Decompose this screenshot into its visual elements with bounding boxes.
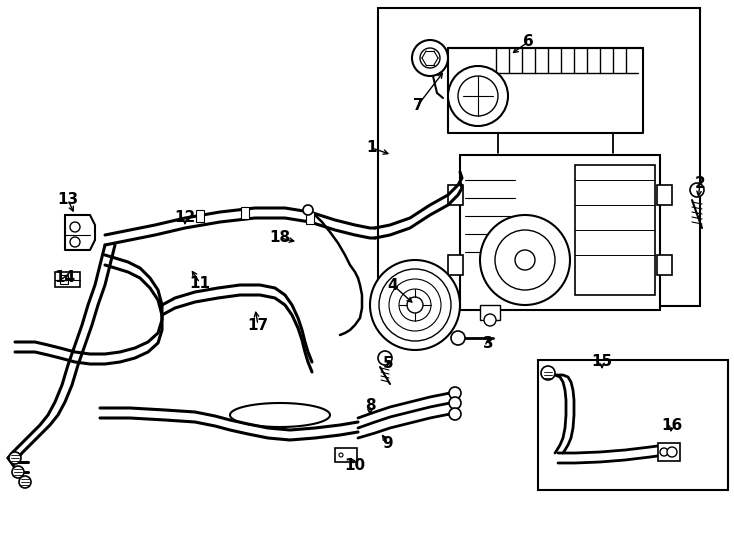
Circle shape bbox=[70, 237, 80, 247]
Text: 18: 18 bbox=[269, 231, 291, 246]
Bar bbox=[657, 255, 672, 275]
Circle shape bbox=[389, 279, 441, 331]
Text: 1: 1 bbox=[367, 140, 377, 156]
Circle shape bbox=[449, 397, 461, 409]
Text: 10: 10 bbox=[344, 457, 366, 472]
Text: 12: 12 bbox=[175, 211, 196, 226]
Bar bbox=[448, 255, 463, 275]
Bar bbox=[241, 207, 249, 219]
Bar bbox=[306, 212, 314, 224]
Text: 8: 8 bbox=[365, 397, 375, 413]
Circle shape bbox=[448, 66, 508, 126]
Bar bbox=[575, 165, 655, 295]
Circle shape bbox=[12, 466, 24, 478]
Circle shape bbox=[19, 476, 31, 488]
Bar bbox=[657, 185, 672, 205]
Text: 9: 9 bbox=[382, 435, 393, 450]
Text: 2: 2 bbox=[694, 176, 705, 191]
Bar bbox=[658, 443, 680, 461]
Bar bbox=[460, 155, 660, 310]
Bar bbox=[335, 448, 357, 462]
Circle shape bbox=[495, 230, 555, 290]
Circle shape bbox=[660, 448, 668, 456]
Bar bbox=[60, 275, 68, 284]
Circle shape bbox=[420, 48, 440, 68]
Circle shape bbox=[451, 331, 465, 345]
Bar bbox=[55, 272, 80, 287]
Circle shape bbox=[379, 269, 451, 341]
Circle shape bbox=[70, 222, 80, 232]
Circle shape bbox=[458, 76, 498, 116]
Circle shape bbox=[480, 215, 570, 305]
Text: 3: 3 bbox=[483, 335, 493, 350]
Bar bbox=[538, 360, 728, 490]
Bar bbox=[480, 305, 500, 320]
Text: 13: 13 bbox=[57, 192, 79, 207]
Circle shape bbox=[303, 205, 313, 215]
Circle shape bbox=[9, 452, 21, 464]
Bar bbox=[448, 185, 463, 205]
Bar bbox=[378, 8, 700, 306]
Circle shape bbox=[667, 447, 677, 457]
Circle shape bbox=[399, 289, 431, 321]
Text: 5: 5 bbox=[382, 355, 393, 370]
Circle shape bbox=[515, 250, 535, 270]
Circle shape bbox=[541, 366, 555, 380]
Text: 15: 15 bbox=[592, 354, 613, 369]
Circle shape bbox=[378, 351, 392, 365]
Circle shape bbox=[690, 183, 704, 197]
Text: 6: 6 bbox=[523, 35, 534, 50]
Bar bbox=[196, 210, 204, 222]
Text: 7: 7 bbox=[413, 98, 424, 112]
Text: 17: 17 bbox=[247, 318, 269, 333]
Circle shape bbox=[449, 408, 461, 420]
Circle shape bbox=[407, 297, 423, 313]
Text: 11: 11 bbox=[189, 275, 211, 291]
Text: 16: 16 bbox=[661, 417, 683, 433]
Text: 4: 4 bbox=[388, 278, 399, 293]
Circle shape bbox=[484, 314, 496, 326]
Text: 14: 14 bbox=[54, 271, 76, 286]
Circle shape bbox=[339, 453, 343, 457]
Circle shape bbox=[449, 387, 461, 399]
Circle shape bbox=[370, 260, 460, 350]
Circle shape bbox=[412, 40, 448, 76]
